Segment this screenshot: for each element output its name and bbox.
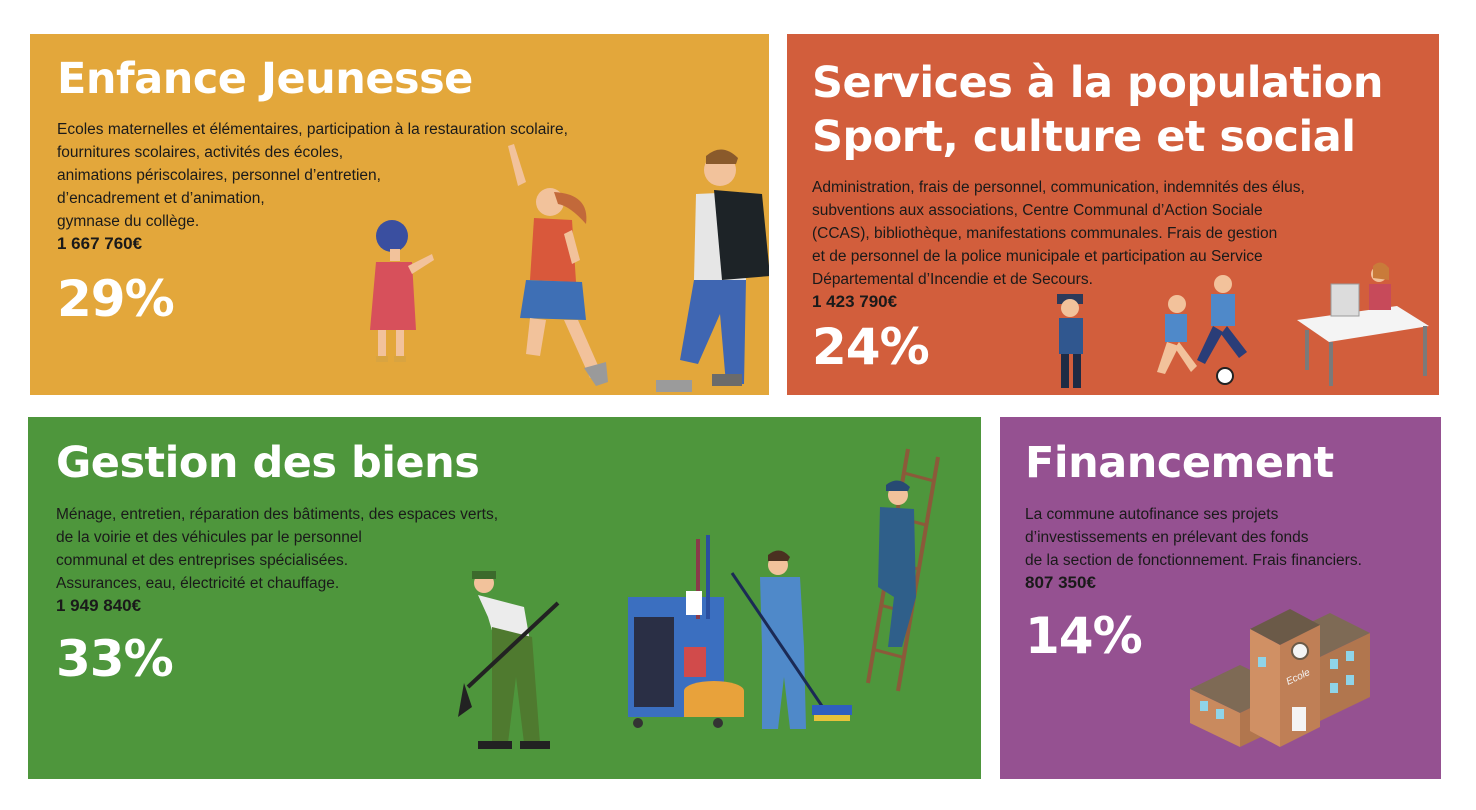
police-officer-figure [1057,294,1083,388]
maintenance-workers-illustration [458,448,940,749]
girl-figure [508,144,608,386]
card-financement: Financement La commune autofinance ses p… [1000,417,1441,779]
ladder-worker-figure [866,448,940,692]
card-title: Financement [1025,438,1334,488]
cleaning-cart-figure [628,535,744,728]
card-title-line2: Sport, culture et social [812,112,1356,162]
card-percent: 29% [57,270,175,328]
card-enfance-jeunesse: Enfance Jeunesse Ecoles maternelles et é… [30,34,769,395]
boy-figure [656,149,769,392]
card-title: Services à la population Sport, culture … [812,56,1383,164]
card-description: Ménage, entretien, réparation des bâtime… [56,506,498,592]
card-title: Gestion des biens [56,438,480,488]
gardener-figure [458,571,560,749]
children-illustration [370,144,769,392]
card-description: Ecoles maternelles et élémentaires, part… [57,121,568,230]
school-building-illustration: Ecole [1190,609,1370,747]
mopping-worker-figure [730,550,852,729]
card-amount: 807 350€ [1025,573,1096,592]
card-percent: 14% [1025,607,1143,665]
card-services-population: Services à la population Sport, culture … [787,34,1439,395]
card-amount: 1 667 760€ [57,234,143,253]
football-players-figure [1157,275,1247,385]
card-percent: 24% [812,318,930,376]
police-football-office-illustration [1057,262,1429,388]
card-title: Enfance Jeunesse [57,54,473,104]
toddler-figure [370,220,434,362]
card-description: Administration, frais de personnel, comm… [812,179,1305,288]
card-gestion-biens: Gestion des biens Ménage, entretien, rép… [28,417,981,779]
card-description: La commune autofinance ses projets d’inv… [1025,506,1362,569]
card-percent: 33% [56,630,174,688]
card-title-line1: Services à la population [812,58,1383,108]
card-amount: 1 949 840€ [56,596,142,615]
office-desk-figure [1297,262,1429,386]
card-amount: 1 423 790€ [812,292,898,311]
